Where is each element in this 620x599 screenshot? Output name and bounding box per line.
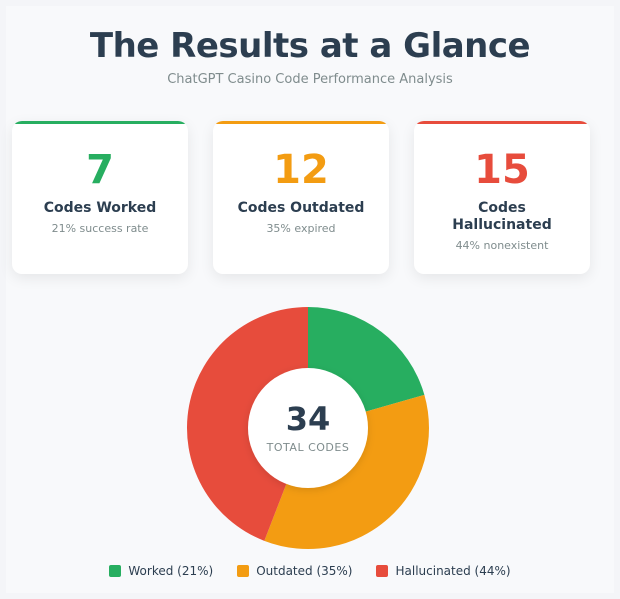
legend-swatch <box>109 565 122 577</box>
legend-item-outdated: Outdated (35%) <box>237 564 352 578</box>
legend-item-worked: Worked (21%) <box>109 564 213 578</box>
card-accent-bar <box>213 121 389 124</box>
page-subtitle: ChatGPT Casino Code Performance Analysis <box>167 72 453 87</box>
stat-label: Codes Outdated <box>237 200 365 216</box>
stat-label: Codes Worked <box>43 200 157 216</box>
stat-card-worked: 7 Codes Worked 21% success rate <box>12 121 188 274</box>
stat-value: 12 <box>273 147 329 193</box>
donut-hole <box>248 368 368 488</box>
stat-subtext: 21% success rate <box>51 222 149 235</box>
legend-label: Worked (21%) <box>128 564 214 578</box>
stat-card-hallucinated: 15 Codes Hallucinated 44% nonexistent <box>414 121 590 274</box>
stat-value: 15 <box>474 147 530 193</box>
legend-swatch <box>237 565 250 577</box>
legend-label: Hallucinated (44%) <box>395 564 511 578</box>
legend-item-hallucinated: Hallucinated (44%) <box>376 564 511 578</box>
donut-slice-hallucinated <box>187 307 308 541</box>
stat-subtext: 35% expired <box>266 222 336 235</box>
stat-value: 7 <box>86 147 114 193</box>
legend-label: Outdated (35%) <box>256 564 353 578</box>
stat-label: Codes Hallucinated <box>452 200 552 233</box>
stat-subtext: 44% nonexistent <box>455 239 549 252</box>
donut-center-value: 34 <box>285 400 331 438</box>
stat-card-outdated: 12 Codes Outdated 35% expired <box>213 121 389 274</box>
donut-center-label: TOTAL CODES <box>266 441 350 454</box>
chart-legend: Worked (21%) Outdated (35%) Hallucinated… <box>0 564 620 578</box>
page-title: The Results at a Glance <box>89 26 531 66</box>
card-accent-bar <box>12 121 188 124</box>
card-accent-bar <box>414 121 590 124</box>
legend-swatch <box>376 565 389 577</box>
